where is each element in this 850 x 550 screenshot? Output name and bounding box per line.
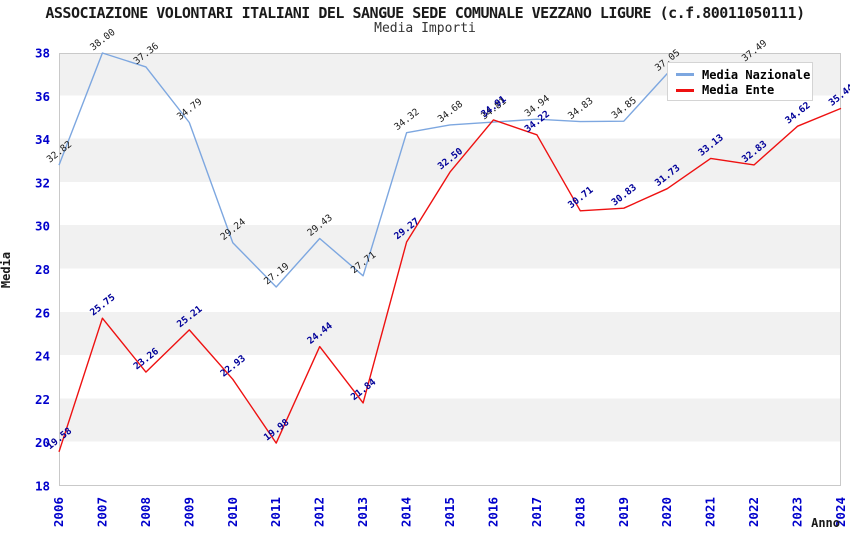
x-tick-label: 2011 xyxy=(268,497,283,527)
point-value-label: 35.44 xyxy=(827,82,850,108)
y-tick-label: 22 xyxy=(35,392,50,407)
point-value-label: 29.27 xyxy=(392,216,421,242)
legend-label-ente: Media Ente xyxy=(702,83,775,98)
x-tick-label: 2012 xyxy=(312,497,327,527)
y-tick-label: 28 xyxy=(35,262,50,277)
x-tick-label: 2021 xyxy=(703,497,718,527)
x-tick-label: 2018 xyxy=(572,497,587,527)
point-value-label: 30.71 xyxy=(566,185,596,211)
y-tick-label: 30 xyxy=(35,219,50,234)
legend: Media Nazionale Media Ente xyxy=(667,62,813,101)
x-tick-label: 2006 xyxy=(51,497,66,527)
nazionale-line-swatch-icon xyxy=(676,73,694,77)
point-value-label: 30.83 xyxy=(610,182,640,208)
y-tick-label: 24 xyxy=(35,349,50,364)
x-tick-label: 2016 xyxy=(485,497,500,527)
point-value-label: 24.44 xyxy=(305,320,335,346)
point-value-label: 34.68 xyxy=(436,99,466,125)
x-tick-label: 2015 xyxy=(442,497,457,527)
x-tick-label: 2013 xyxy=(355,497,370,527)
point-value-label: 29.24 xyxy=(219,216,249,242)
legend-item-nazionale: Media Nazionale xyxy=(676,67,810,82)
point-value-label: 25.21 xyxy=(175,304,205,330)
point-value-label: 34.83 xyxy=(566,96,595,122)
y-axis-title: Media xyxy=(0,251,13,289)
x-tick-label: 2024 xyxy=(833,497,848,527)
x-tick-label: 2007 xyxy=(94,497,109,527)
point-value-label: 32.83 xyxy=(740,139,770,165)
point-value-label: 31.73 xyxy=(653,162,683,188)
y-tick-label: 36 xyxy=(35,89,50,104)
point-value-label: 34.32 xyxy=(392,107,421,133)
point-value-label: 38.00 xyxy=(88,27,118,53)
point-value-label: 34.85 xyxy=(610,95,639,121)
point-value-label: 23.26 xyxy=(132,346,162,372)
point-value-label: 37.49 xyxy=(740,38,770,64)
ente-line-swatch-icon xyxy=(676,88,694,92)
y-tick-label: 26 xyxy=(35,305,50,320)
chart-subtitle: Media Importi xyxy=(374,21,476,36)
x-tick-label: 2020 xyxy=(659,497,674,527)
x-tick-label: 2014 xyxy=(399,497,414,527)
point-value-label: 37.36 xyxy=(132,41,162,67)
series-line-media-nazionale xyxy=(58,52,755,288)
point-value-label: 19.98 xyxy=(262,417,292,443)
legend-item-ente: Media Ente xyxy=(676,83,806,98)
y-tick-label: 32 xyxy=(35,175,50,190)
x-tick-label: 2023 xyxy=(790,497,805,527)
chart-title: ASSOCIAZIONE VOLONTARI ITALIANI DEL SANG… xyxy=(45,4,805,22)
x-tick-label: 2008 xyxy=(138,497,153,527)
y-tick-label: 20 xyxy=(35,435,50,450)
x-tick-label: 2009 xyxy=(181,497,196,527)
point-value-label: 34.79 xyxy=(175,96,205,122)
point-value-label: 33.13 xyxy=(696,132,726,158)
series-line-media-ente xyxy=(58,107,842,453)
x-tick-label: 2017 xyxy=(529,497,544,527)
y-tick-label: 34 xyxy=(35,132,50,147)
y-tick-label: 18 xyxy=(35,479,50,494)
point-value-label: 22.93 xyxy=(219,353,249,379)
x-axis-title: Anno xyxy=(811,516,840,530)
x-tick-label: 2010 xyxy=(225,497,240,527)
legend-label-nazionale: Media Nazionale xyxy=(702,67,811,82)
point-value-label: 25.75 xyxy=(88,292,118,318)
y-tick-label: 38 xyxy=(35,46,50,61)
point-value-label: 29.43 xyxy=(305,212,334,238)
x-tick-label: 2019 xyxy=(616,497,631,527)
x-tick-label: 2022 xyxy=(746,497,761,527)
